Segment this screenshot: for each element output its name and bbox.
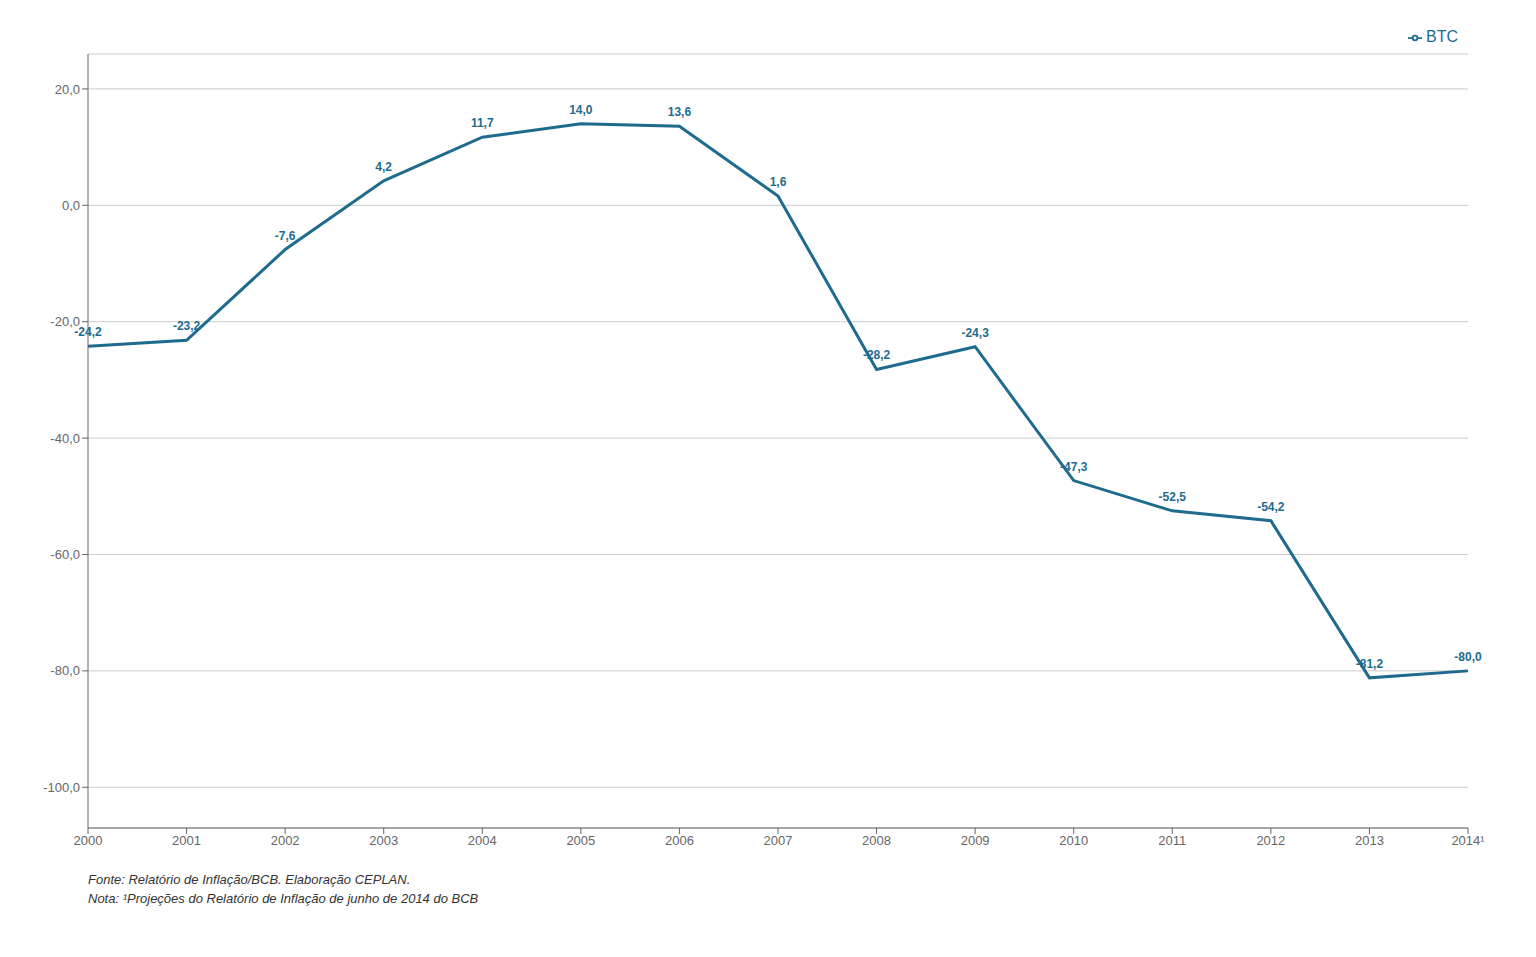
- svg-text:-80,0: -80,0: [1454, 650, 1482, 664]
- svg-text:11,7: 11,7: [471, 116, 494, 130]
- svg-text:2007: 2007: [764, 833, 793, 848]
- svg-text:-100,0: -100,0: [43, 780, 80, 795]
- svg-text:2012: 2012: [1256, 833, 1285, 848]
- svg-text:2009: 2009: [961, 833, 990, 848]
- svg-text:2011: 2011: [1158, 833, 1186, 848]
- svg-text:-23,2: -23,2: [173, 319, 201, 333]
- svg-text:4,2: 4,2: [375, 160, 392, 174]
- svg-text:2008: 2008: [862, 833, 891, 848]
- svg-text:-20,0: -20,0: [50, 314, 80, 330]
- svg-text:13,6: 13,6: [668, 105, 692, 119]
- svg-text:0,0: 0,0: [62, 198, 80, 213]
- svg-text:-54,2: -54,2: [1257, 500, 1285, 514]
- svg-text:2010: 2010: [1059, 833, 1088, 848]
- html-text:Nota: ¹Projeções do Relatório: Nota: ¹Projeções do Relatório de Inflaçã…: [88, 891, 479, 906]
- svg-text:2001: 2001: [172, 833, 201, 848]
- svg-text:2002: 2002: [271, 833, 300, 848]
- svg-text:-52,5: -52,5: [1159, 490, 1187, 504]
- svg-text:-28,2: -28,2: [863, 348, 891, 362]
- svg-text:20,0: 20,0: [55, 82, 80, 97]
- svg-text:-60,0: -60,0: [50, 547, 80, 562]
- svg-text:2013: 2013: [1355, 833, 1384, 848]
- svg-text:2000: 2000: [74, 833, 103, 848]
- svg-text:1,6: 1,6: [770, 175, 787, 189]
- svg-text:2006: 2006: [665, 833, 694, 848]
- svg-text:2005: 2005: [566, 833, 595, 848]
- svg-text:-24,2: -24,2: [74, 325, 102, 339]
- html-text:Fonte: Relatório de Inflação/B: Fonte: Relatório de Inflação/BCB. Elabor…: [88, 872, 411, 887]
- svg-text:2014¹: 2014¹: [1451, 833, 1485, 848]
- html-text:BTC: BTC: [1426, 28, 1458, 45]
- svg-text:2003: 2003: [369, 833, 398, 848]
- svg-text:14,0: 14,0: [569, 103, 593, 117]
- svg-text:-80,0: -80,0: [50, 663, 80, 678]
- svg-text:-81,2: -81,2: [1356, 657, 1384, 671]
- svg-text:-40,0: -40,0: [50, 431, 80, 446]
- svg-text:-7,6: -7,6: [275, 229, 296, 243]
- svg-text:-47,3: -47,3: [1060, 460, 1088, 474]
- svg-text:-24,3: -24,3: [961, 326, 989, 340]
- svg-text:2004: 2004: [468, 833, 497, 848]
